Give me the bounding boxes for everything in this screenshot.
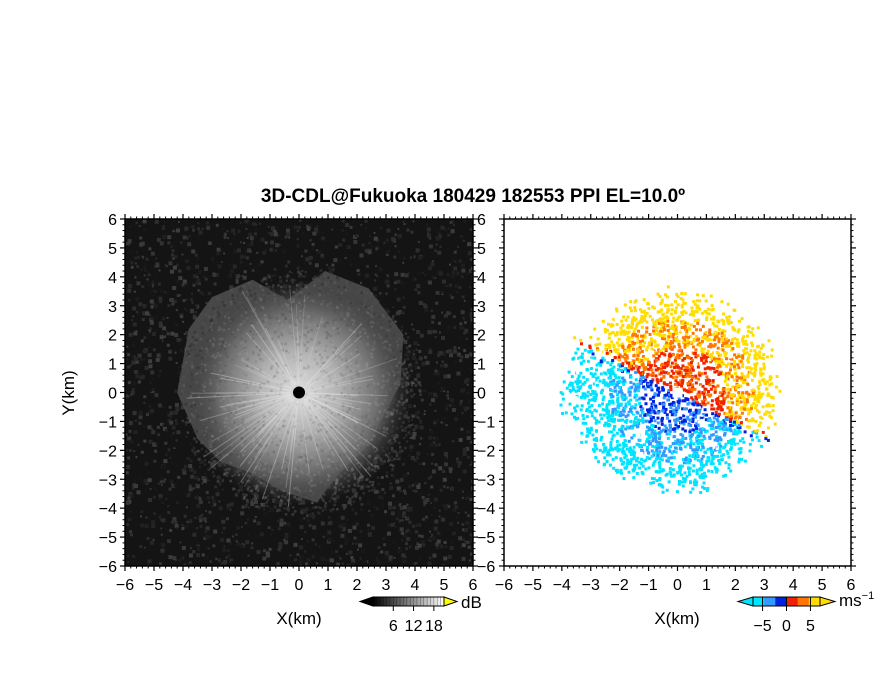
reflectivity-colorbar-high-arrow <box>443 596 459 607</box>
reflectivity-colorbar-ticks: 6 12 18 <box>376 597 443 635</box>
reflectivity-panel: −6 −5 −4 −3 −2 −1 0 1 2 3 4 5 6−6 −6−5 −5−4 −4−3 −3−2 −2−… <box>99 212 496 594</box>
reflectivity-colorbar-label: dB <box>461 593 482 612</box>
velocity-colorbar-strip <box>753 597 821 606</box>
velocity-colorbar-segment <box>808 597 821 606</box>
velocity-x-tick-label: −1 <box>639 577 657 594</box>
reflectivity-y-tick-label-right: −2 <box>477 443 495 460</box>
reflectivity-colorbar-tick-label: 18 <box>425 618 443 635</box>
reflectivity-x-tick-label: −4 <box>174 577 192 594</box>
velocity-panel: −6 −5 −4 −3 −2 −1 0 1 2 3 4 5 6 <box>495 214 856 594</box>
velocity-colorbar-tick-label: −5 <box>753 618 771 635</box>
reflectivity-x-tick-label: 1 <box>324 577 333 594</box>
velocity-x-tick-label: 0 <box>673 577 682 594</box>
x-axis-label-right: X(km) <box>654 609 699 628</box>
reflectivity-colorbar-low-arrow <box>358 596 374 607</box>
reflectivity-x-tick-label: 6 <box>469 577 478 594</box>
velocity-x-tick-label: −3 <box>582 577 600 594</box>
radar-site-marker-left <box>293 386 305 399</box>
reflectivity-x-tick-label: −6 <box>116 577 134 594</box>
reflectivity-x-tick-label: −1 <box>261 577 279 594</box>
x-axis-label-left: X(km) <box>276 609 321 628</box>
reflectivity-x-tick-label: 0 <box>295 577 304 594</box>
reflectivity-axes: −6 −5 −4 −3 −2 −1 0 1 2 3 4 5 6−6 −6−5 −5−4 −4−3 −3−2 −2−… <box>99 212 496 594</box>
reflectivity-y-tick-label-right: 0 <box>477 386 486 403</box>
reflectivity-y-tick-label-right: 5 <box>477 241 486 258</box>
velocity-colorbar-segment <box>753 597 765 606</box>
velocity-colorbar-low-arrow <box>736 596 754 607</box>
velocity-x-tick-label: −6 <box>495 577 513 594</box>
velocity-x-tick-label: 3 <box>760 577 769 594</box>
reflectivity-y-tick-label: 3 <box>108 299 117 316</box>
velocity-x-tick-label: 4 <box>789 577 798 594</box>
velocity-colorbar-tick-label: 5 <box>806 618 815 635</box>
reflectivity-x-tick-label: −3 <box>203 577 221 594</box>
reflectivity-y-tick-label-right: −5 <box>477 530 495 547</box>
reflectivity-colorbar: 6 12 18 dB <box>358 593 482 635</box>
reflectivity-colorbar-strip <box>372 596 445 607</box>
reflectivity-y-tick-label-right: −3 <box>477 472 495 489</box>
reflectivity-y-tick-label: 2 <box>108 328 117 345</box>
reflectivity-y-tick-label-right: 3 <box>477 299 486 316</box>
reflectivity-y-tick-label: 6 <box>108 212 117 229</box>
velocity-colorbar-ticks: −5 0 5 <box>753 597 815 635</box>
reflectivity-y-tick-label-right: −6 <box>477 559 495 576</box>
velocity-colorbar-segment <box>797 597 810 606</box>
reflectivity-x-tick-label: 2 <box>353 577 362 594</box>
reflectivity-y-tick-label-right: 2 <box>477 328 486 345</box>
reflectivity-y-tick-label: 0 <box>108 386 117 403</box>
reflectivity-y-tick-label: 5 <box>108 241 117 258</box>
reflectivity-y-tick-label: −5 <box>99 530 117 547</box>
reflectivity-y-tick-label: 1 <box>108 357 117 374</box>
reflectivity-x-tick-label: 4 <box>411 577 420 594</box>
reflectivity-y-tick-label: −2 <box>99 443 117 460</box>
reflectivity-y-tick-label: −1 <box>99 414 117 431</box>
reflectivity-y-tick-label-right: 6 <box>477 212 486 229</box>
velocity-x-tick-label: 6 <box>847 577 856 594</box>
velocity-x-tick-label: −4 <box>553 577 571 594</box>
velocity-colorbar-label: ms−1 <box>839 590 874 610</box>
velocity-colorbar-tick-label: 0 <box>782 618 791 635</box>
velocity-x-tick-label: −5 <box>524 577 542 594</box>
reflectivity-colorbar-tick-label: 12 <box>405 618 423 635</box>
reflectivity-y-tick-label-right: −4 <box>477 501 495 518</box>
reflectivity-x-tick-label: −5 <box>145 577 163 594</box>
reflectivity-y-tick-label: −6 <box>99 559 117 576</box>
reflectivity-y-tick-label-right: −1 <box>477 414 495 431</box>
velocity-x-tick-label: 1 <box>702 577 711 594</box>
reflectivity-colorbar-tick-label: 6 <box>389 618 398 635</box>
velocity-colorbar-segment <box>775 597 787 606</box>
reflectivity-y-tick-label-right: 4 <box>477 270 486 287</box>
y-axis-label: Y(km) <box>59 370 78 415</box>
velocity-colorbar-unit-exponent: −1 <box>862 590 875 602</box>
velocity-x-tick-label: 5 <box>818 577 827 594</box>
velocity-colorbar-segment <box>786 597 799 606</box>
reflectivity-y-tick-label: −3 <box>99 472 117 489</box>
velocity-x-tick-label: 2 <box>731 577 740 594</box>
reflectivity-x-tick-label: 5 <box>440 577 449 594</box>
velocity-echo <box>559 285 782 495</box>
reflectivity-x-tick-label: −2 <box>232 577 250 594</box>
velocity-colorbar-segment <box>764 597 776 606</box>
velocity-x-tick-label: −2 <box>611 577 629 594</box>
reflectivity-y-tick-label: −4 <box>99 501 117 518</box>
chart-title: 3D-CDL@Fukuoka 180429 182553 PPI EL=10.0… <box>260 186 686 207</box>
velocity-axes: −6 −5 −4 −3 −2 −1 0 1 2 3 4 5 6 <box>495 214 856 594</box>
reflectivity-x-tick-label: 3 <box>382 577 391 594</box>
reflectivity-radial-streaks <box>186 288 398 507</box>
velocity-colorbar: −5 0 5 ms−1 <box>736 590 874 635</box>
reflectivity-y-tick-label-right: 1 <box>477 357 486 374</box>
velocity-colorbar-high-arrow <box>819 596 837 607</box>
radar-site-marker-right <box>672 387 683 398</box>
velocity-colorbar-unit: ms <box>839 591 862 610</box>
reflectivity-y-tick-label: 4 <box>108 270 117 287</box>
